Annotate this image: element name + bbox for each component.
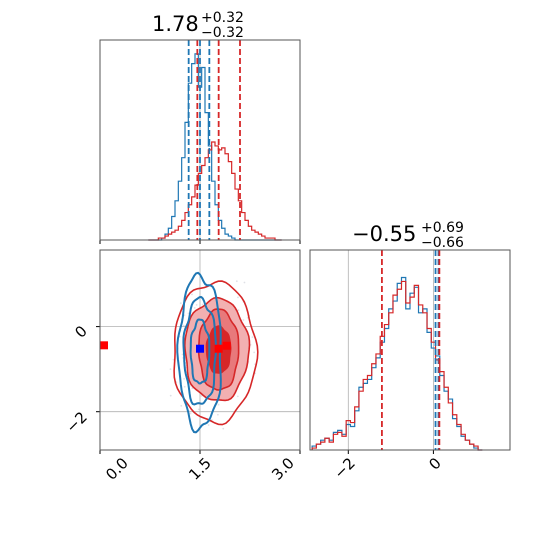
sample-point: [197, 408, 200, 411]
sample-point: [217, 403, 220, 406]
blue-contour: [176, 271, 222, 434]
y-tick-label-1: −2: [62, 408, 90, 436]
param2-title-plus: +0.69: [421, 220, 464, 236]
joint-density-panel: [96, 249, 301, 454]
red-marker: [214, 344, 223, 353]
red-marker: [222, 341, 231, 350]
sample-point: [182, 324, 185, 327]
sample-point: [237, 309, 240, 312]
red-histogram: [148, 141, 282, 241]
param2-histogram-panel: [309, 249, 511, 454]
panel-background: [310, 250, 510, 450]
x-tick-label-0: 0.0: [102, 454, 132, 484]
sample-point: [200, 394, 203, 397]
sample-point: [235, 280, 238, 283]
sample-point: [183, 385, 186, 388]
panel-frame: [99, 249, 301, 451]
sample-point: [207, 424, 210, 426]
red-histogram: [311, 280, 483, 451]
sample-point: [191, 387, 194, 390]
red-contour: [173, 280, 259, 426]
sample-point: [243, 281, 246, 284]
sample-point: [216, 413, 219, 416]
param2-x-tick-label-0: −2: [330, 454, 358, 482]
param1-title-plus: +0.32: [201, 10, 244, 26]
panel-frame: [99, 39, 301, 241]
blue-marker: [196, 344, 204, 353]
sample-point: [179, 302, 182, 305]
sample-point: [236, 395, 239, 398]
sample-point: [183, 377, 185, 380]
blue-contour: [182, 295, 218, 406]
y-tick-label-0: 0: [71, 322, 90, 341]
sample-point: [242, 319, 245, 321]
param1-histogram-panel: [99, 39, 301, 244]
sample-point: [222, 427, 225, 430]
param2-x-tick-label-1: 0: [425, 454, 444, 473]
sample-point: [189, 412, 192, 415]
sample-point: [181, 353, 184, 356]
sample-point: [193, 307, 196, 309]
sample-point: [201, 303, 204, 306]
sample-point: [195, 303, 198, 306]
sample-point: [253, 351, 256, 354]
sample-point: [191, 293, 193, 296]
sample-point: [180, 404, 183, 407]
param2-title-value: −0.55: [352, 222, 416, 246]
param1-title-value: 1.78: [152, 12, 199, 36]
red-marker: [100, 341, 108, 350]
sample-point: [251, 336, 254, 339]
blue-contour: [189, 318, 211, 385]
x-tick-label-2: 3.0: [268, 454, 298, 484]
sample-point: [169, 394, 172, 397]
param2-title-minus: −0.66: [421, 235, 464, 251]
sample-point: [237, 296, 239, 299]
x-tick-label-1: 1.5: [185, 454, 215, 484]
panel-frame: [309, 249, 511, 451]
param1-title-minus: −0.32: [201, 25, 244, 41]
sample-point: [169, 368, 172, 371]
